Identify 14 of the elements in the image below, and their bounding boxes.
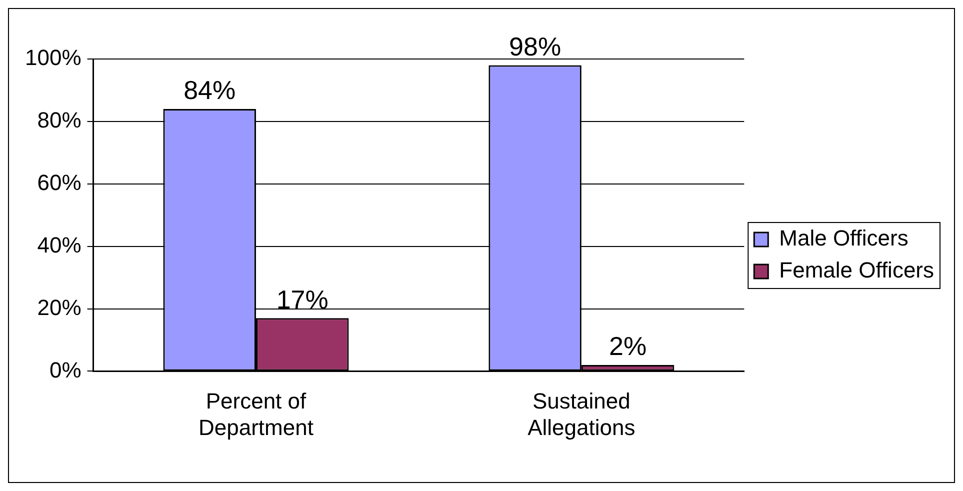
data-label: 17%: [276, 284, 328, 314]
legend-label: Female Officers: [779, 258, 934, 283]
y-tick-label: 60%: [37, 170, 82, 195]
y-tick-label: 80%: [37, 108, 82, 133]
x-tick-label: Percent of Department: [198, 388, 314, 440]
y-tick-label: 100%: [24, 45, 82, 70]
data-label: 84%: [184, 75, 236, 106]
x-tick-label: Sustained Allegations: [528, 388, 636, 440]
y-tick-label: 40%: [37, 232, 82, 258]
y-tick-label: 0%: [49, 357, 82, 382]
data-label: 98%: [509, 31, 562, 62]
y-tick-label: 20%: [37, 294, 82, 320]
data-label: 2%: [609, 331, 647, 362]
legend-label: Male Officers: [779, 226, 908, 251]
